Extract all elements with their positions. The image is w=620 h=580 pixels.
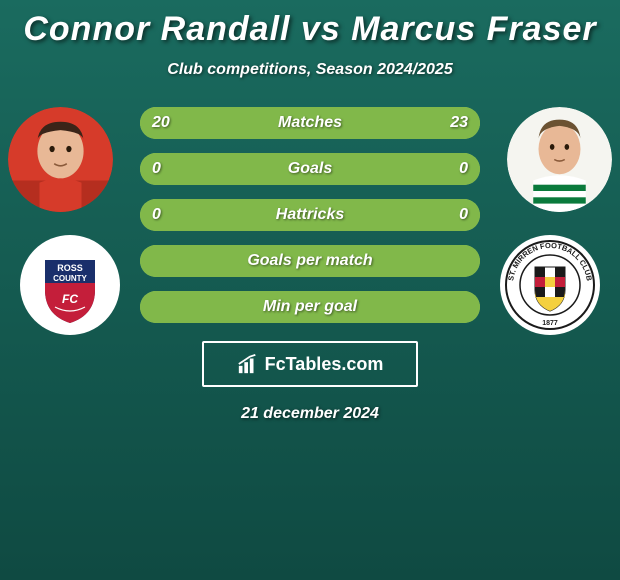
bar-fill-left [140, 153, 310, 185]
player-left-crest: ROSS COUNTY FC [20, 235, 120, 335]
player-right-crest: ST. MIRREN FOOTBALL CLUB 1877 [500, 235, 600, 335]
bar-value-right: 23 [450, 114, 468, 132]
bar-label: Matches [278, 114, 342, 132]
page-title: Connor Randall vs Marcus Fraser [23, 10, 596, 49]
bar-label: Goals per match [247, 252, 372, 270]
bar-value-right: 0 [459, 160, 468, 178]
fctables-logo: FcTables.com [202, 341, 418, 387]
stat-bar: 0 0 Goals [140, 153, 480, 185]
stat-bar: Goals per match [140, 245, 480, 277]
bar-label: Goals [288, 160, 332, 178]
player-right-crest-svg: ST. MIRREN FOOTBALL CLUB 1877 [500, 235, 600, 335]
stats-area: ROSS COUNTY FC ST. MIRREN FOOTBALL CLUB … [0, 107, 620, 323]
logo-text: FcTables.com [265, 354, 384, 375]
bar-fill-right [310, 153, 480, 185]
comparison-card: Connor Randall vs Marcus Fraser Club com… [0, 0, 620, 433]
svg-text:ROSS: ROSS [57, 263, 83, 273]
bar-value-left: 20 [152, 114, 170, 132]
svg-text:FC: FC [62, 292, 78, 306]
bar-label: Hattricks [276, 206, 344, 224]
svg-text:COUNTY: COUNTY [53, 274, 87, 283]
player-right-avatar-svg [507, 107, 612, 212]
player-left-avatar-svg [8, 107, 113, 212]
bar-value-left: 0 [152, 160, 161, 178]
stat-bar: 0 0 Hattricks [140, 199, 480, 231]
stat-bar: 20 23 Matches [140, 107, 480, 139]
player-right-avatar [507, 107, 612, 212]
player-left-avatar [8, 107, 113, 212]
player-left-crest-svg: ROSS COUNTY FC [20, 235, 120, 335]
date-text: 21 december 2024 [241, 405, 379, 423]
stat-bar: Min per goal [140, 291, 480, 323]
bar-value-left: 0 [152, 206, 161, 224]
svg-text:1877: 1877 [542, 320, 558, 327]
subtitle: Club competitions, Season 2024/2025 [167, 61, 452, 79]
chart-icon [237, 353, 259, 375]
bar-value-right: 0 [459, 206, 468, 224]
bar-label: Min per goal [263, 298, 357, 316]
